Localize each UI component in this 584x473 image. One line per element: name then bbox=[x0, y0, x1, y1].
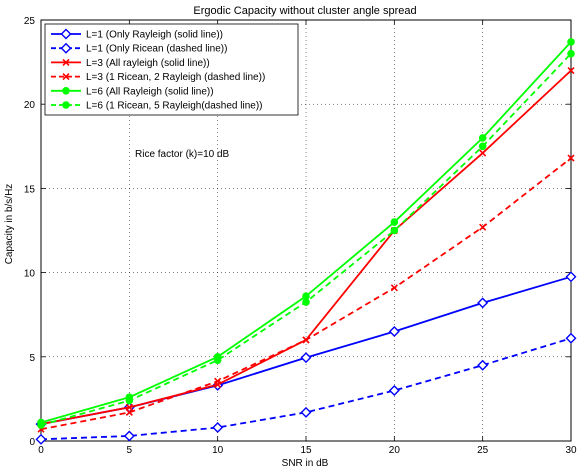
data-point bbox=[214, 377, 222, 385]
y-tick-label: 20 bbox=[24, 100, 36, 111]
x-tick-label: 5 bbox=[127, 445, 133, 456]
data-point bbox=[565, 332, 577, 344]
data-point bbox=[212, 422, 224, 434]
legend-entry: L=1 (Only Rayleigh (solid line)) bbox=[51, 28, 223, 41]
data-point bbox=[477, 359, 489, 371]
series-3 bbox=[37, 66, 575, 428]
legend-marker bbox=[60, 42, 72, 54]
plot-axes: 0 5 10 15 20 25 30 0 5 10 15 20 25 bbox=[24, 16, 577, 456]
x-tick-label: 10 bbox=[212, 445, 224, 456]
data-point bbox=[390, 284, 398, 292]
data-point bbox=[37, 421, 45, 429]
y-tick-label: 10 bbox=[24, 269, 36, 280]
marker-x-stroke bbox=[567, 154, 575, 162]
data-point bbox=[388, 326, 400, 338]
marker-x-stroke bbox=[302, 336, 310, 344]
legend-label: L=6 (All Rayleigh (solid line)) bbox=[86, 86, 214, 97]
legend-entry: L=6 (1 Ricean, 5 Rayleigh(dashed line)) bbox=[51, 101, 263, 112]
data-point bbox=[565, 271, 577, 283]
series-6 bbox=[37, 49, 575, 429]
series-lines bbox=[35, 38, 577, 445]
x-axis-label: SNR in dB bbox=[282, 458, 329, 469]
marker-x-stroke bbox=[390, 284, 398, 292]
y-tick-label: 0 bbox=[29, 437, 35, 448]
marker-x-stroke bbox=[214, 377, 222, 385]
series-2 bbox=[35, 332, 577, 445]
marker-x-stroke bbox=[62, 73, 70, 81]
y-axis-label: Capacity in b/s/Hz bbox=[4, 184, 15, 265]
data-point bbox=[567, 38, 575, 46]
data-point bbox=[390, 218, 399, 226]
legend-box bbox=[44, 23, 299, 116]
x-tick-label: 25 bbox=[477, 445, 489, 456]
data-point bbox=[302, 298, 310, 306]
legend-label: L=3 (All rayleigh (solid line)) bbox=[86, 58, 210, 69]
data-point bbox=[567, 49, 575, 58]
y-tick-label: 25 bbox=[24, 16, 36, 27]
legend-marker bbox=[60, 28, 72, 40]
data-point bbox=[388, 384, 400, 396]
x-tick-label: 15 bbox=[300, 445, 312, 456]
legend: L=1 (Only Rayleigh (solid line)) L=1 (Onl… bbox=[44, 23, 299, 116]
legend-marker bbox=[62, 87, 70, 95]
marker-x-stroke bbox=[567, 66, 575, 75]
rice-factor-annotation: Rice factor (k)=10 dB bbox=[135, 149, 230, 160]
legend-marker bbox=[62, 58, 70, 66]
legend-entry: L=3 (1 Ricean, 2 Rayleigh (dashed line)) bbox=[51, 72, 265, 83]
marker-x-stroke bbox=[125, 408, 133, 416]
legend-label: L=6 (1 Ricean, 5 Rayleigh(dashed line)) bbox=[86, 101, 263, 112]
data-point bbox=[390, 226, 399, 235]
data-point bbox=[567, 66, 575, 75]
data-point bbox=[302, 336, 310, 344]
marker-x-stroke bbox=[479, 223, 487, 231]
legend-entry: L=1 (Only Ricean (dashed line)) bbox=[51, 42, 227, 55]
data-point bbox=[213, 356, 222, 364]
x-tick-label: 20 bbox=[389, 445, 401, 456]
marker-x-stroke bbox=[479, 149, 487, 157]
legend-marker bbox=[62, 73, 70, 81]
legend-entry: L=6 (All Rayleigh (solid line)) bbox=[51, 86, 214, 97]
data-point bbox=[300, 352, 312, 364]
y-tick-label: 5 bbox=[29, 353, 35, 364]
marker-x-stroke bbox=[62, 58, 70, 66]
data-point bbox=[123, 430, 135, 442]
x-tick-label: 0 bbox=[38, 445, 44, 456]
x-tick-label: 30 bbox=[565, 445, 577, 456]
legend-marker bbox=[62, 101, 70, 109]
y-tick-label: 15 bbox=[24, 184, 36, 195]
legend-entry: L=3 (All rayleigh (solid line)) bbox=[51, 58, 210, 69]
plot-frame bbox=[40, 19, 572, 442]
chart-title: Ergodic Capacity without cluster angle s… bbox=[193, 5, 416, 17]
series-line bbox=[40, 69, 572, 426]
data-point bbox=[479, 149, 487, 157]
legend-label: L=3 (1 Ricean, 2 Rayleigh (dashed line)) bbox=[86, 72, 265, 83]
legend-label: L=1 (Only Ricean (dashed line)) bbox=[86, 44, 227, 55]
data-point bbox=[479, 223, 487, 231]
data-point bbox=[125, 408, 133, 416]
series-4 bbox=[37, 154, 575, 433]
data-point bbox=[35, 433, 47, 445]
data-point bbox=[567, 154, 575, 162]
data-point bbox=[478, 142, 487, 151]
legend-label: L=1 (Only Rayleigh (solid line)) bbox=[86, 30, 223, 41]
data-point bbox=[125, 396, 134, 405]
data-point bbox=[477, 297, 489, 309]
data-point bbox=[478, 134, 487, 142]
data-point bbox=[300, 406, 312, 418]
